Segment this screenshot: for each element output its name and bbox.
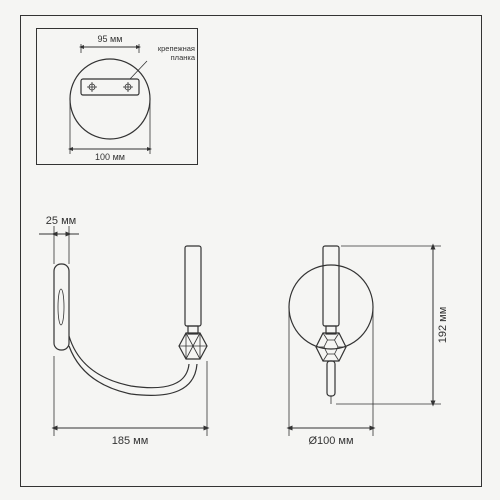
side-view: 25 мм 185 bbox=[39, 215, 207, 447]
drawing-frame: 95 мм крепежная планка 100 мм bbox=[20, 15, 482, 487]
depth-dim: 25 мм bbox=[46, 215, 76, 227]
diameter-dim: Ø100 мм bbox=[308, 435, 353, 447]
main-drawing-svg: 25 мм 185 bbox=[21, 16, 481, 486]
width-dim: 185 мм bbox=[112, 435, 149, 447]
height-dim: 192 мм bbox=[437, 307, 449, 344]
front-view: 192 мм Ø100 мм bbox=[289, 246, 449, 447]
